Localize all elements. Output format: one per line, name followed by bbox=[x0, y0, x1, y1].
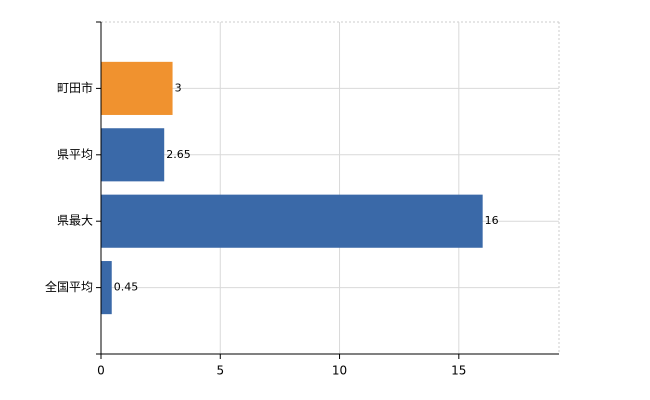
x-tick-label: 0 bbox=[97, 364, 105, 378]
bar bbox=[101, 261, 112, 315]
y-tick-label: 全国平均 bbox=[45, 279, 93, 294]
value-label: 3 bbox=[175, 81, 182, 94]
bar bbox=[101, 194, 483, 248]
bar bbox=[101, 61, 173, 115]
value-label: 0.45 bbox=[114, 281, 139, 294]
bar bbox=[101, 128, 165, 182]
x-tick-label: 5 bbox=[216, 364, 224, 378]
y-tick-label: 県平均 bbox=[57, 147, 93, 161]
y-tick-label: 町田市 bbox=[57, 80, 93, 95]
value-label: 2.65 bbox=[166, 148, 191, 161]
x-tick-label: 15 bbox=[451, 364, 466, 378]
y-tick-label: 県最大 bbox=[57, 214, 93, 228]
value-label: 16 bbox=[485, 214, 499, 227]
x-tick-label: 10 bbox=[332, 364, 347, 378]
